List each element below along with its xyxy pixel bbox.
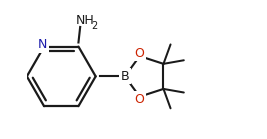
Text: NH: NH [76, 14, 95, 27]
Text: B: B [121, 70, 129, 83]
Text: N: N [38, 38, 47, 51]
Text: O: O [135, 93, 144, 106]
Text: O: O [135, 47, 144, 60]
Text: 2: 2 [92, 21, 98, 31]
